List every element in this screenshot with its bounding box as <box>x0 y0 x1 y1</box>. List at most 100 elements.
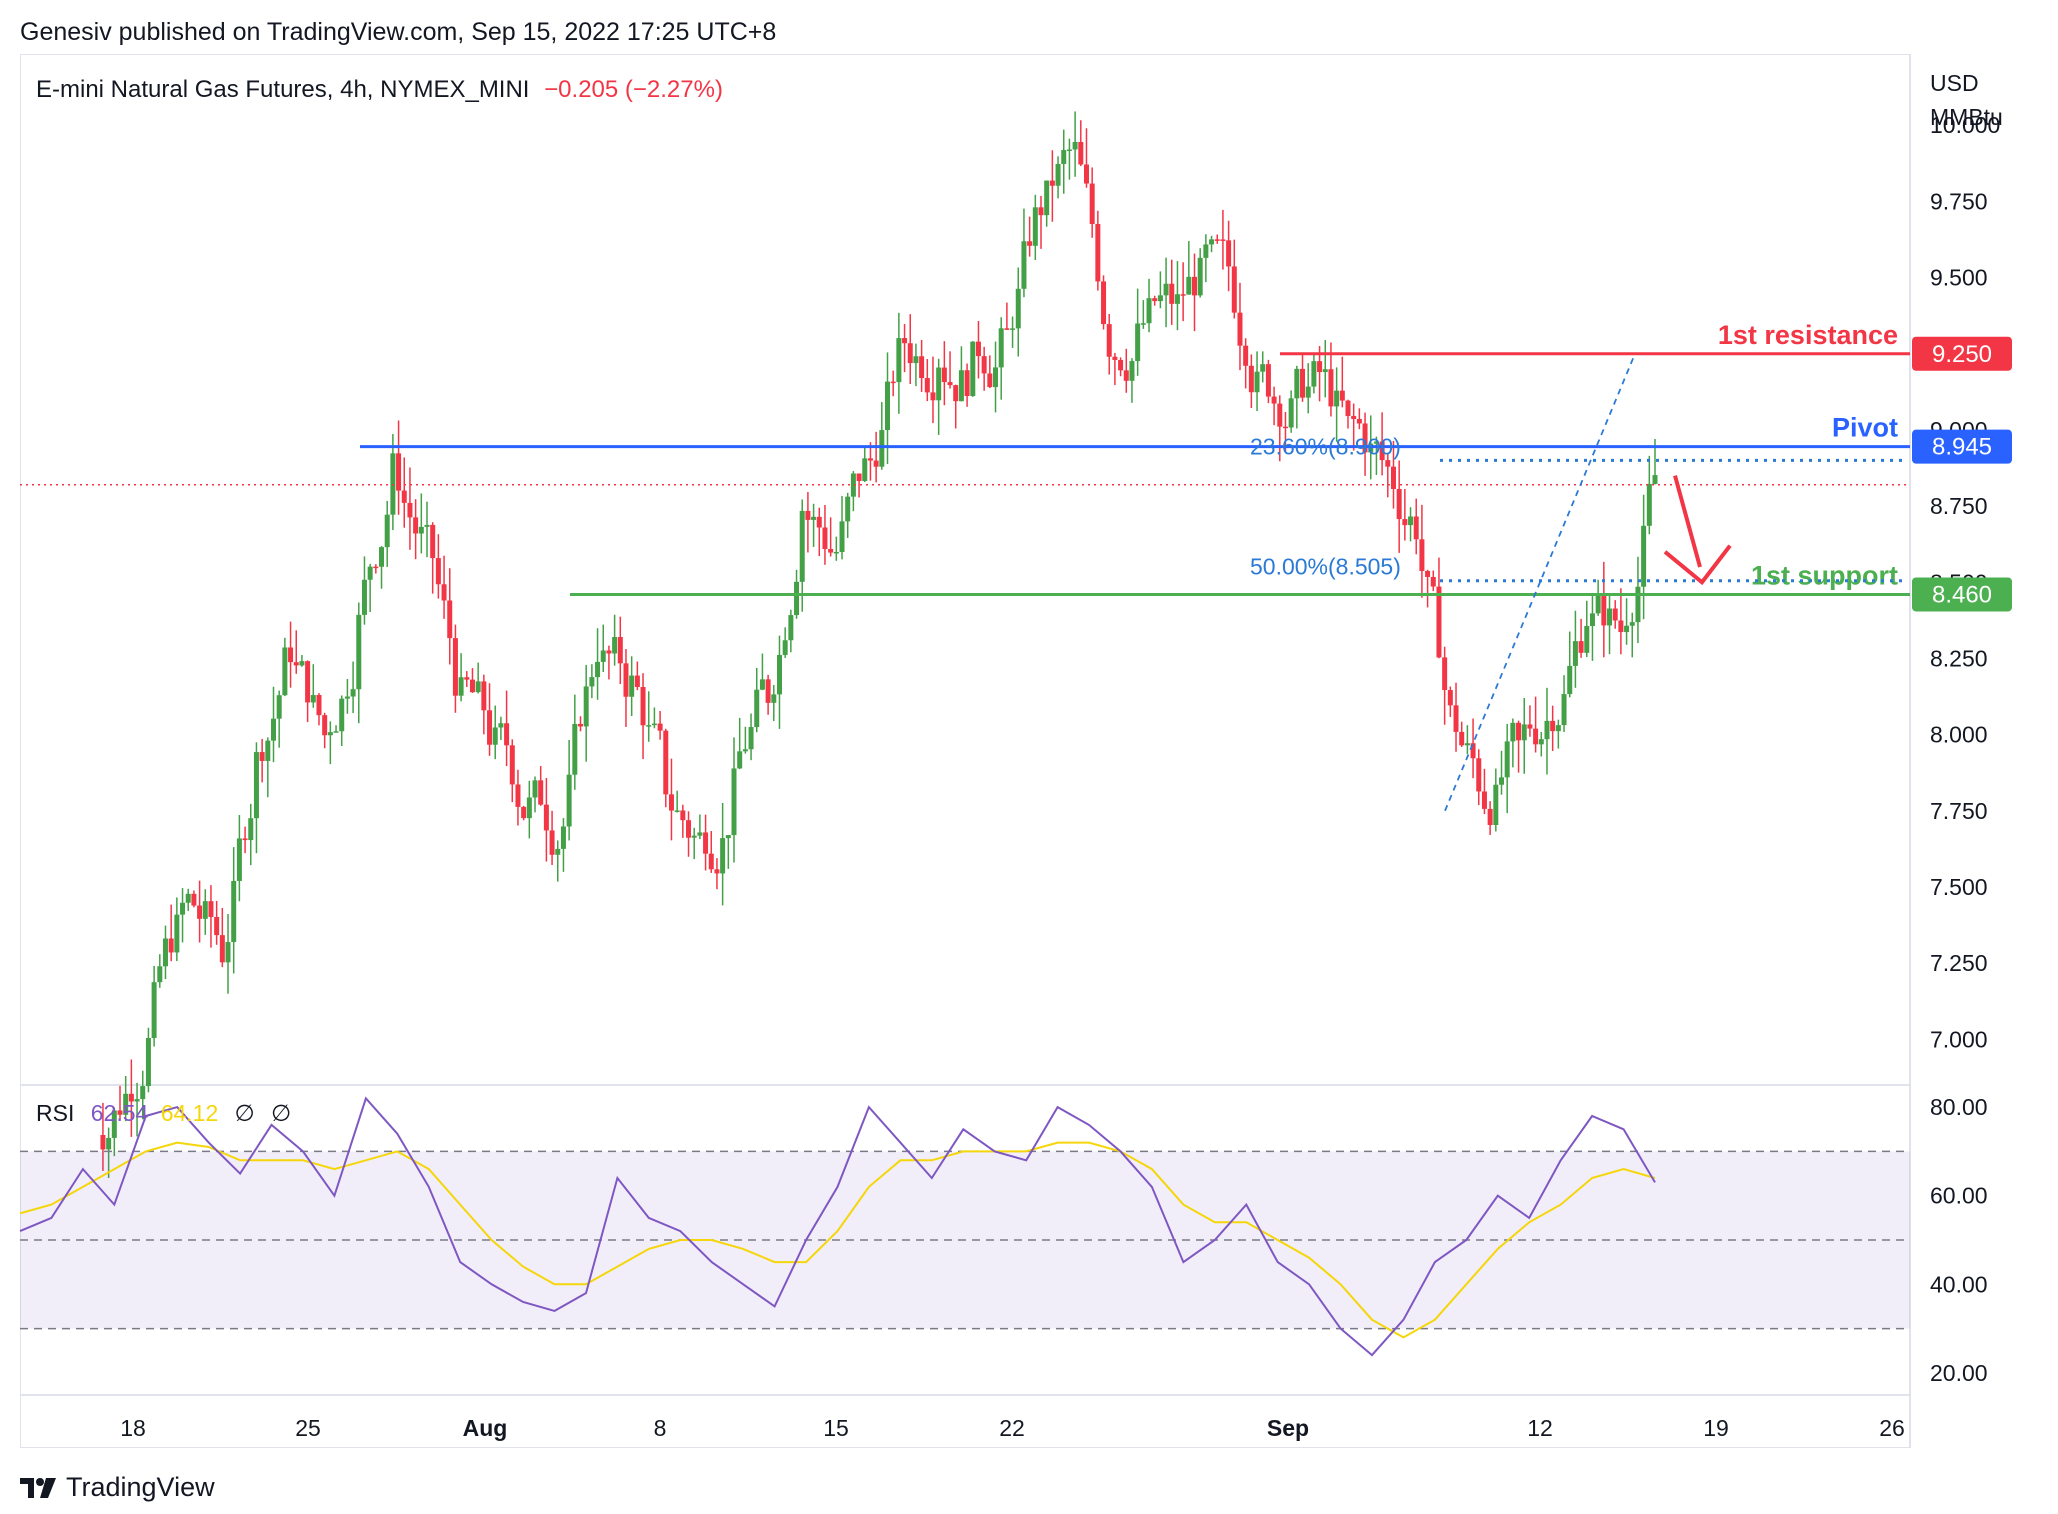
candle-body <box>1544 720 1550 740</box>
candle-body <box>970 341 976 397</box>
candle-body <box>600 650 606 662</box>
candle-body <box>543 804 549 831</box>
candle-body <box>668 794 674 811</box>
candle-body <box>731 768 737 836</box>
forecast-arrow-shaft <box>1673 475 1702 568</box>
candle-body <box>1118 359 1124 371</box>
candle-body <box>481 681 487 711</box>
candle-body <box>1089 183 1095 224</box>
candle-body <box>1652 475 1658 484</box>
candle-body <box>776 654 782 695</box>
candle-body <box>231 880 237 943</box>
candle-body <box>1339 390 1345 401</box>
candle-body <box>265 740 271 761</box>
candle-body <box>1396 488 1402 520</box>
candle-body <box>1174 294 1180 304</box>
candle-body <box>958 370 964 402</box>
candle-body <box>1129 361 1135 381</box>
candle-body <box>475 681 481 693</box>
price-tick-label: 7.250 <box>1930 950 1988 976</box>
candle-body <box>913 356 919 364</box>
candle-body <box>271 718 276 741</box>
candle-body <box>1425 570 1431 577</box>
candle-body <box>1584 625 1590 653</box>
candle-body <box>100 1135 106 1150</box>
candle-body <box>919 356 925 379</box>
candle-body <box>447 600 453 639</box>
candle-body <box>1021 241 1027 289</box>
time-tick-label: 8 <box>654 1415 667 1441</box>
candle-body <box>765 679 771 703</box>
candle-body <box>219 935 225 963</box>
candle-body <box>805 510 811 520</box>
candle-body <box>1169 283 1175 304</box>
candle-body <box>1408 516 1414 526</box>
candle-body <box>469 679 475 693</box>
candle-body <box>1061 150 1067 164</box>
candle-body <box>248 818 254 841</box>
candle-body <box>396 453 402 491</box>
candle-body <box>890 381 896 384</box>
candle-body <box>435 558 441 585</box>
rsi-empty-symbol-1: ∅ <box>234 1100 255 1126</box>
candle-body <box>242 838 248 841</box>
time-tick-label: 22 <box>999 1415 1025 1441</box>
rsi-legend: RSI 62.54 64.12 ∅ ∅ <box>36 1100 291 1127</box>
candle-body <box>987 373 993 388</box>
candle-body <box>379 547 385 567</box>
candle-body <box>1578 641 1584 653</box>
rsi-empty-symbol-2: ∅ <box>271 1100 292 1126</box>
candle-body <box>1567 665 1573 695</box>
footer[interactable]: TradingView <box>20 1472 215 1503</box>
candle-body <box>1601 595 1607 626</box>
candle-body <box>1049 180 1055 186</box>
candle-body <box>634 675 640 687</box>
pivot-label: Pivot <box>1832 413 1898 443</box>
candle-body <box>1226 240 1232 267</box>
candle-body <box>208 901 214 917</box>
rsi-ma-line <box>19 1141 1656 1339</box>
candle-body <box>1510 722 1516 742</box>
candle-body <box>993 367 999 388</box>
candle-body <box>1555 725 1561 732</box>
candle-body <box>1254 371 1260 393</box>
candle-body <box>407 502 413 518</box>
candle-body <box>811 516 817 520</box>
candle-body <box>1123 370 1129 381</box>
candle-body <box>748 727 754 750</box>
candle-body <box>344 696 350 699</box>
candle-body <box>1101 281 1107 325</box>
candle-body <box>1561 694 1567 726</box>
candle-body <box>1157 295 1163 302</box>
candle-body <box>458 677 464 696</box>
candle-body <box>1413 516 1419 540</box>
candle-body <box>424 524 430 527</box>
candle-body <box>703 832 709 854</box>
candle-body <box>174 914 180 953</box>
candle-body <box>560 826 566 849</box>
candle-body <box>532 780 538 798</box>
candle-body <box>1646 483 1652 526</box>
candle-body <box>1516 722 1522 741</box>
price-tick-label: 7.000 <box>1930 1026 1988 1052</box>
candle-body <box>492 727 498 745</box>
candle-body <box>606 650 612 654</box>
candle-body <box>1442 657 1448 691</box>
candle-body <box>1618 620 1624 633</box>
unit-currency: USD <box>1930 70 1979 96</box>
candle-body <box>595 661 601 678</box>
candle-body <box>1192 276 1197 296</box>
candle-body <box>1248 365 1254 393</box>
candle-body <box>1624 625 1630 633</box>
pivot-tag: 8.945 <box>1932 434 1992 461</box>
candle-body <box>1055 163 1061 186</box>
candle-body <box>214 916 220 936</box>
candle-body <box>509 745 515 785</box>
candle-body <box>106 1137 112 1150</box>
candle-body <box>1538 739 1544 745</box>
symbol-legend: E-mini Natural Gas Futures, 4h, NYMEX_MI… <box>36 76 723 104</box>
candle-body <box>117 1110 123 1115</box>
candle-body <box>1305 386 1311 398</box>
candle-body <box>1499 777 1504 785</box>
